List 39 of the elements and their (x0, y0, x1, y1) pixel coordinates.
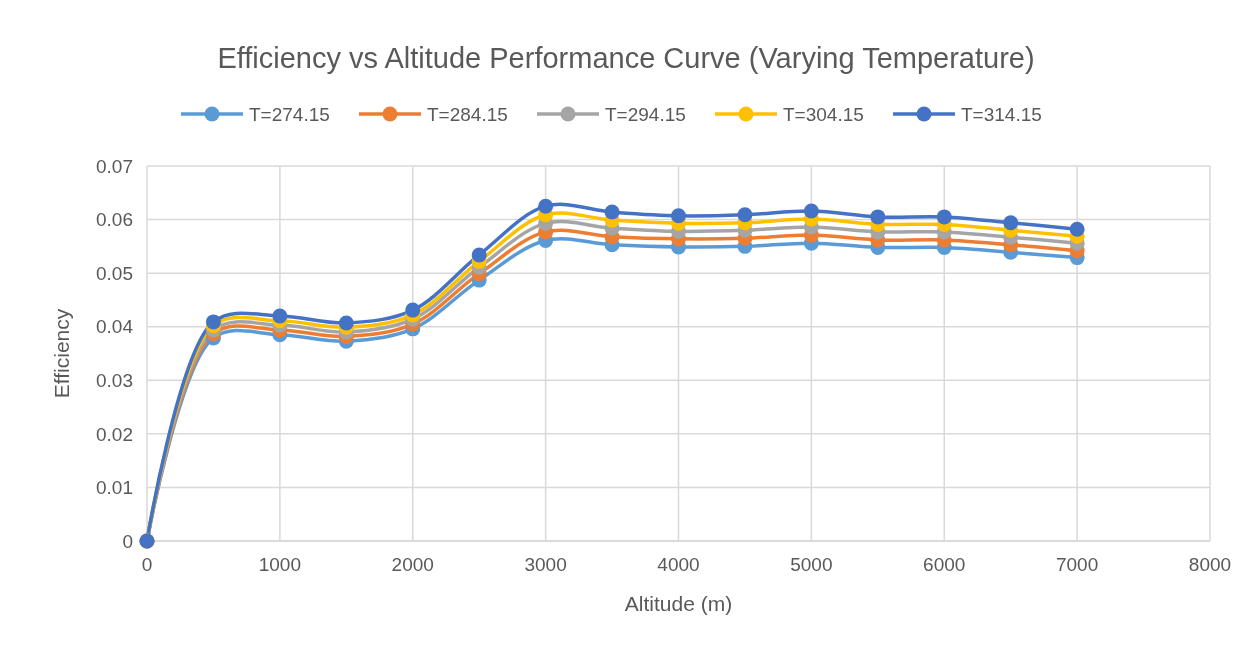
y-tick-label: 0 (122, 530, 133, 552)
point (405, 302, 421, 318)
y-tick-label: 0.02 (96, 423, 133, 445)
legend-label: T=284.15 (427, 103, 508, 125)
x-tick-label: 6000 (923, 554, 966, 575)
y-tick-label: 0.06 (96, 209, 133, 231)
chart-title: Efficiency vs Altitude Performance Curve (Varying Temperature) (217, 42, 1035, 74)
point (1069, 221, 1085, 237)
x-tick-label: 3000 (524, 554, 567, 575)
point (936, 209, 952, 225)
x-tick-label: 2000 (391, 554, 434, 575)
legend-label: T=304.15 (783, 103, 864, 125)
point (272, 308, 288, 324)
point (538, 198, 554, 214)
legend-label: T=274.15 (249, 103, 330, 125)
point (870, 209, 886, 225)
x-tick-label: 4000 (657, 554, 700, 575)
point (803, 203, 819, 219)
x-tick-label: 7000 (1055, 554, 1099, 575)
point (737, 207, 753, 223)
y-tick-label: 0.04 (96, 316, 134, 338)
y-axis-title: Efficiency (50, 308, 73, 399)
point (338, 315, 354, 331)
point (471, 247, 487, 263)
x-tick-label: 1000 (258, 554, 302, 575)
point (1003, 215, 1019, 231)
x-tick-label: 5000 (790, 554, 833, 575)
y-tick-label: 0.07 (96, 155, 133, 177)
point (671, 208, 686, 224)
legend-label: T=294.15 (605, 103, 686, 125)
y-tick-label: 0.01 (96, 477, 133, 499)
point (205, 314, 221, 330)
x-tick-label: 0 (141, 554, 153, 575)
point (604, 204, 620, 220)
x-tick-label: 8000 (1188, 554, 1232, 575)
y-tick-label: 0.03 (96, 369, 133, 391)
x-axis-title: Altitude (m) (624, 592, 733, 615)
legend-label: T=314.15 (961, 103, 1042, 125)
y-tick-label: 0.05 (96, 262, 133, 284)
